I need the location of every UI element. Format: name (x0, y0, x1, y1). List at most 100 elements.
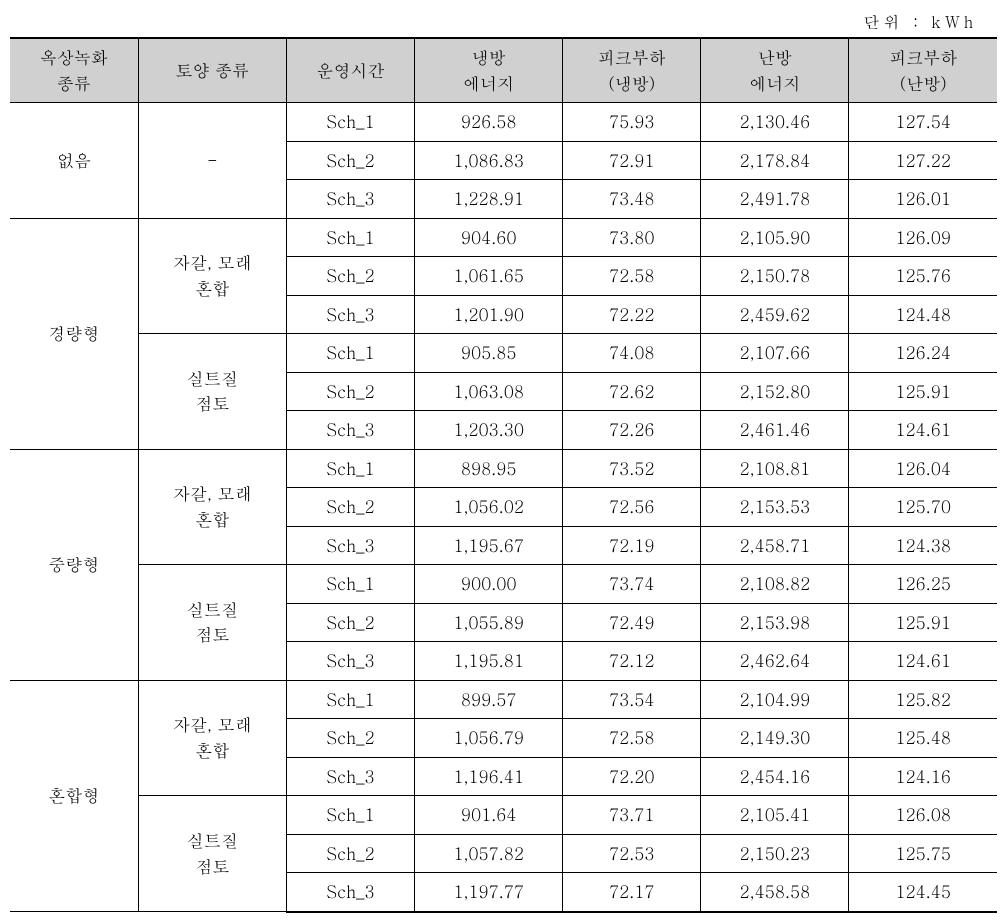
cell-cooling-energy: 1,061.65 (415, 257, 563, 296)
cell-heating-energy: 2,108.82 (701, 565, 849, 604)
table-row: 실트질점토Sch_1905.8574.082,107.66126.24 (10, 334, 997, 373)
cell-heating-peak: 126.04 (849, 449, 997, 488)
header-schedule: 운영시간 (286, 38, 414, 103)
cell-heating-peak: 126.08 (849, 796, 997, 835)
cell-cooling-energy: 1,201.90 (415, 295, 563, 334)
cell-cooling-peak: 73.71 (563, 796, 701, 835)
cell-heating-energy: 2,150.23 (701, 834, 849, 873)
cell-cooling-peak: 72.58 (563, 719, 701, 758)
cell-roof-type: 없음 (10, 103, 138, 219)
table-header: 옥상녹화종류 토양 종류 운영시간 냉방에너지 피크부하(냉방) 난방에너지 피… (10, 38, 997, 103)
cell-cooling-energy: 1,196.41 (415, 757, 563, 796)
cell-heating-energy: 2,458.58 (701, 873, 849, 912)
cell-heating-peak: 124.38 (849, 526, 997, 565)
cell-heating-energy: 2,458.71 (701, 526, 849, 565)
cell-cooling-energy: 1,056.02 (415, 488, 563, 527)
cell-heating-energy: 2,104.99 (701, 680, 849, 719)
cell-cooling-energy: 899.57 (415, 680, 563, 719)
header-heating-energy: 난방에너지 (701, 38, 849, 103)
cell-heating-peak: 125.91 (849, 372, 997, 411)
cell-soil-type: 실트질점토 (138, 796, 286, 912)
cell-schedule: Sch_1 (286, 449, 414, 488)
cell-schedule: Sch_1 (286, 796, 414, 835)
cell-schedule: Sch_3 (286, 526, 414, 565)
cell-heating-peak: 124.45 (849, 873, 997, 912)
cell-cooling-peak: 72.53 (563, 834, 701, 873)
header-cooling-energy: 냉방에너지 (415, 38, 563, 103)
cell-schedule: Sch_3 (286, 642, 414, 681)
table-body: 없음-Sch_1926.5875.932,130.46127.54Sch_21,… (10, 103, 997, 912)
cell-heating-peak: 124.61 (849, 642, 997, 681)
cell-schedule: Sch_2 (286, 488, 414, 527)
cell-soil-type: 자갈, 모래혼합 (138, 449, 286, 565)
cell-heating-peak: 126.09 (849, 218, 997, 257)
header-soil-type: 토양 종류 (138, 38, 286, 103)
cell-heating-energy: 2,461.46 (701, 411, 849, 450)
cell-schedule: Sch_3 (286, 873, 414, 912)
cell-schedule: Sch_3 (286, 411, 414, 450)
cell-cooling-energy: 1,063.08 (415, 372, 563, 411)
cell-cooling-energy: 1,055.89 (415, 603, 563, 642)
cell-soil-type: 자갈, 모래혼합 (138, 218, 286, 334)
cell-cooling-peak: 72.19 (563, 526, 701, 565)
cell-heating-energy: 2,153.53 (701, 488, 849, 527)
cell-heating-energy: 2,491.78 (701, 180, 849, 219)
cell-heating-peak: 125.75 (849, 834, 997, 873)
cell-cooling-peak: 75.93 (563, 103, 701, 142)
cell-cooling-peak: 73.80 (563, 218, 701, 257)
cell-cooling-peak: 72.20 (563, 757, 701, 796)
cell-cooling-peak: 72.58 (563, 257, 701, 296)
cell-heating-peak: 124.61 (849, 411, 997, 450)
table-row: 없음-Sch_1926.5875.932,130.46127.54 (10, 103, 997, 142)
cell-cooling-peak: 73.74 (563, 565, 701, 604)
cell-schedule: Sch_1 (286, 218, 414, 257)
cell-heating-energy: 2,130.46 (701, 103, 849, 142)
cell-schedule: Sch_2 (286, 834, 414, 873)
cell-cooling-energy: 904.60 (415, 218, 563, 257)
cell-cooling-peak: 72.56 (563, 488, 701, 527)
table-row: 실트질점토Sch_1900.0073.742,108.82126.25 (10, 565, 997, 604)
cell-cooling-peak: 72.62 (563, 372, 701, 411)
energy-table: 옥상녹화종류 토양 종류 운영시간 냉방에너지 피크부하(냉방) 난방에너지 피… (10, 37, 997, 913)
cell-schedule: Sch_3 (286, 757, 414, 796)
cell-cooling-peak: 72.26 (563, 411, 701, 450)
cell-cooling-energy: 900.00 (415, 565, 563, 604)
cell-cooling-energy: 1,057.82 (415, 834, 563, 873)
cell-heating-peak: 125.91 (849, 603, 997, 642)
cell-heating-energy: 2,462.64 (701, 642, 849, 681)
cell-heating-peak: 124.16 (849, 757, 997, 796)
header-roof-type: 옥상녹화종류 (10, 38, 138, 103)
cell-heating-energy: 2,459.62 (701, 295, 849, 334)
cell-heating-energy: 2,105.41 (701, 796, 849, 835)
cell-cooling-peak: 72.49 (563, 603, 701, 642)
cell-cooling-energy: 901.64 (415, 796, 563, 835)
cell-schedule: Sch_2 (286, 372, 414, 411)
cell-heating-energy: 2,454.16 (701, 757, 849, 796)
table-row: 경량형자갈, 모래혼합Sch_1904.6073.802,105.90126.0… (10, 218, 997, 257)
cell-cooling-peak: 73.48 (563, 180, 701, 219)
cell-soil-type: 자갈, 모래혼합 (138, 680, 286, 796)
cell-cooling-energy: 1,195.81 (415, 642, 563, 681)
cell-heating-peak: 125.76 (849, 257, 997, 296)
cell-heating-peak: 125.70 (849, 488, 997, 527)
cell-heating-peak: 125.48 (849, 719, 997, 758)
cell-heating-energy: 2,107.66 (701, 334, 849, 373)
cell-schedule: Sch_1 (286, 334, 414, 373)
cell-roof-type: 경량형 (10, 218, 138, 449)
cell-soil-type: - (138, 103, 286, 219)
cell-cooling-peak: 72.91 (563, 141, 701, 180)
cell-heating-peak: 127.54 (849, 103, 997, 142)
table-row: 중량형자갈, 모래혼합Sch_1898.9573.522,108.81126.0… (10, 449, 997, 488)
cell-heating-peak: 127.22 (849, 141, 997, 180)
cell-roof-type: 혼합형 (10, 680, 138, 912)
cell-heating-peak: 126.01 (849, 180, 997, 219)
cell-cooling-peak: 72.17 (563, 873, 701, 912)
cell-schedule: Sch_2 (286, 603, 414, 642)
header-cooling-peak: 피크부하(냉방) (563, 38, 701, 103)
cell-cooling-energy: 1,195.67 (415, 526, 563, 565)
cell-heating-energy: 2,108.81 (701, 449, 849, 488)
cell-heating-peak: 125.82 (849, 680, 997, 719)
cell-heating-peak: 124.48 (849, 295, 997, 334)
cell-cooling-peak: 73.54 (563, 680, 701, 719)
cell-roof-type: 중량형 (10, 449, 138, 680)
